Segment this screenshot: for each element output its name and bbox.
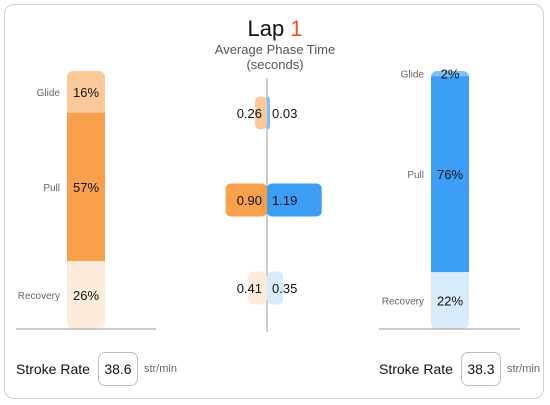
lap-title-text: Lap (247, 16, 285, 41)
segment-right-recovery (431, 272, 469, 329)
phase-bar-right-recovery (267, 271, 284, 305)
stroke-rate-label: Stroke Rate (379, 361, 453, 377)
phase-label-right-recovery: Recovery (382, 297, 424, 308)
segment-label-left-pull: 57% (73, 180, 99, 195)
segment-left-glide (67, 71, 105, 113)
phase-time-right-pull: 1.19 (272, 193, 297, 208)
segment-left-pull (67, 112, 105, 262)
stroke-rate-left: Stroke Rate 38.6 str/min (16, 352, 177, 386)
segment-left-recovery (67, 261, 105, 329)
phase-bar-left-glide (255, 96, 267, 130)
stroke-rate-unit: str/min (506, 363, 540, 375)
subtitle-line-1: Average Phase Time (214, 42, 336, 57)
segment-label-left-recovery: 26% (73, 288, 99, 303)
stroke-rate-label: Stroke Rate (16, 361, 90, 377)
phase-label-right-glide: Glide (401, 70, 425, 81)
phase-time-left-glide: 0.26 (237, 106, 262, 121)
phase-time-right-glide: 0.03 (272, 106, 297, 121)
stroke-rate-right: Stroke Rate 38.3 str/min (379, 352, 540, 386)
segment-label-right-pull: 76% (437, 167, 463, 182)
segment-right-pull (431, 76, 469, 273)
stacked-bar-left (67, 71, 105, 329)
segment-label-right-recovery: 22% (437, 294, 463, 309)
phase-bar-left-pull (225, 183, 267, 217)
segment-label-right-glide: 2% (441, 67, 460, 82)
phase-label-left-pull: Pull (43, 183, 60, 194)
stroke-rate-value-left: 38.6 (97, 352, 138, 386)
phase-bar-right-glide (267, 96, 270, 130)
chart-subtitle: Average Phase Time (seconds) (0, 42, 550, 72)
phase-time-left-pull: 0.90 (237, 193, 262, 208)
phase-label-right-pull: Pull (407, 170, 424, 181)
phase-bar-right-pull (267, 183, 322, 217)
stacked-bar-right (431, 71, 469, 329)
stroke-rate-unit: str/min (143, 363, 177, 375)
phase-label-left-glide: Glide (37, 88, 61, 99)
lap-title: Lap 1 (0, 16, 550, 42)
phase-bar-left-recovery (248, 271, 267, 305)
subtitle-line-2: (seconds) (246, 57, 304, 72)
segment-label-left-glide: 16% (73, 85, 99, 100)
phase-time-left-recovery: 0.41 (237, 281, 262, 296)
phase-label-left-recovery: Recovery (18, 291, 60, 302)
segment-right-glide (431, 71, 469, 77)
stroke-rate-value-right: 38.3 (460, 352, 501, 386)
lap-number: 1 (290, 16, 303, 41)
phase-time-right-recovery: 0.35 (272, 281, 297, 296)
